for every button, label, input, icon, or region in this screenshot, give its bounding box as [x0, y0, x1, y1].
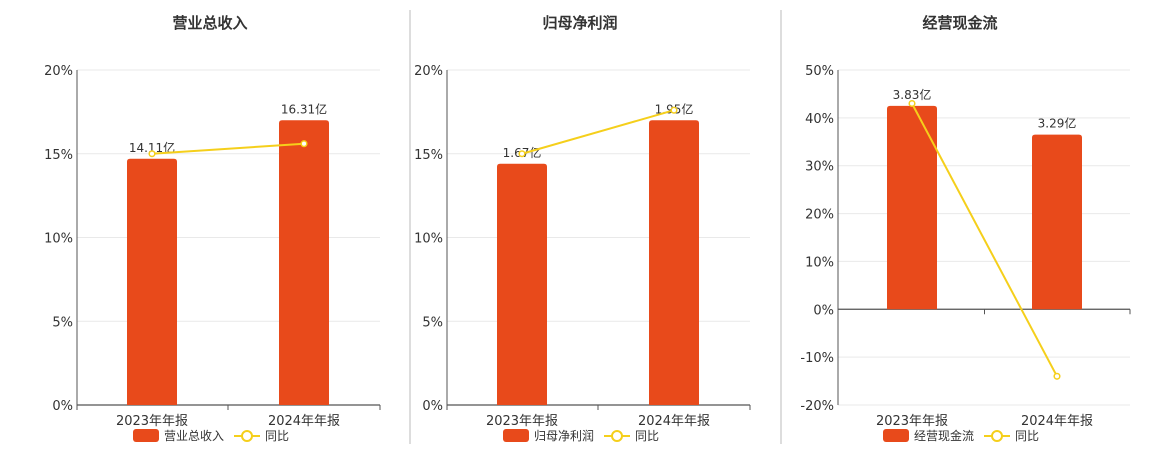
y-tick-label: 10%	[805, 255, 834, 270]
y-tick-label: 10%	[414, 232, 443, 247]
y-tick-label: 15%	[44, 148, 73, 163]
bar-value-label: 16.31亿	[281, 101, 327, 116]
legend-line-marker	[241, 430, 253, 442]
y-tick-label: -10%	[800, 351, 834, 366]
x-tick-label: 2024年年报	[268, 414, 340, 429]
chart-panel-net-profit: 归母净利润0%5%10%15%20%1.67亿1.95亿2023年年报2024年…	[414, 14, 751, 443]
y-tick-label: -20%	[800, 399, 834, 414]
yoy-point	[148, 150, 156, 158]
bar-value-label: 3.83亿	[893, 87, 932, 102]
x-tick-label: 2024年年报	[1021, 414, 1093, 429]
y-tick-label: 40%	[805, 112, 834, 127]
legend-bar-swatch	[883, 429, 909, 442]
legend-bar-label: 归母净利润	[534, 429, 594, 443]
legend-line-marker	[991, 430, 1003, 442]
y-tick-label: 30%	[805, 160, 834, 175]
bar-2023	[127, 158, 177, 405]
legend-bar-swatch	[503, 429, 529, 442]
y-tick-label: 5%	[52, 315, 73, 330]
yoy-point	[908, 99, 916, 108]
bar-2024	[279, 120, 329, 405]
yoy-line	[521, 109, 675, 155]
x-tick-label: 2023年年报	[116, 414, 188, 429]
legend-line-marker	[611, 430, 623, 442]
chart-title: 营业总收入	[172, 14, 247, 32]
legend-bar-swatch	[133, 429, 159, 442]
y-tick-label: 10%	[44, 232, 73, 247]
legend-line-label: 同比	[265, 429, 289, 443]
x-tick-label: 2023年年报	[486, 414, 558, 429]
y-tick-label: 0%	[422, 399, 443, 414]
yoy-point	[1053, 372, 1061, 380]
legend-line-label: 同比	[635, 429, 659, 443]
yoy-point	[300, 140, 308, 148]
chart-panel-operating-cashflow: 经营现金流 -20% -10% 0% 10% 20% 30% 40% 50% 3.83亿 3.29亿…	[800, 14, 1131, 443]
x-tick-label: 2024年年报	[638, 414, 710, 429]
y-tick-label: 0%	[813, 303, 834, 318]
yoy-point	[670, 106, 678, 114]
chart-title: 归母净利润	[542, 14, 617, 32]
y-tick-label: 50%	[805, 64, 834, 79]
y-tick-label: 20%	[44, 64, 73, 79]
yoy-line	[911, 103, 1058, 377]
bar-2023	[497, 163, 547, 405]
yoy-point	[518, 150, 526, 158]
y-tick-label: 15%	[414, 148, 443, 163]
y-tick-label: 0%	[52, 399, 73, 414]
yoy-line	[151, 142, 305, 155]
x-tick-label: 2023年年报	[876, 414, 948, 429]
bar-2024	[649, 120, 699, 405]
legend-bar-label: 经营现金流	[914, 428, 974, 443]
legend-bar-label: 营业总收入	[164, 429, 224, 443]
y-tick-label: 20%	[805, 208, 834, 223]
y-tick-label: 20%	[414, 64, 443, 79]
chart-title: 经营现金流	[922, 14, 997, 32]
panel-dividers	[409, 10, 782, 444]
bar-value-label: 3.29亿	[1038, 116, 1077, 131]
bar-2024	[1032, 134, 1082, 310]
bar-value-label: 14.11亿	[129, 140, 175, 155]
legend-line-label: 同比	[1015, 429, 1039, 443]
chart-panel-revenue: 营业总收入 0% 5% 10% 15% 20% 14.11亿 16.31亿 2023年年报 202…	[44, 14, 381, 443]
bar-2023	[887, 105, 937, 310]
y-tick-label: 5%	[422, 315, 443, 330]
